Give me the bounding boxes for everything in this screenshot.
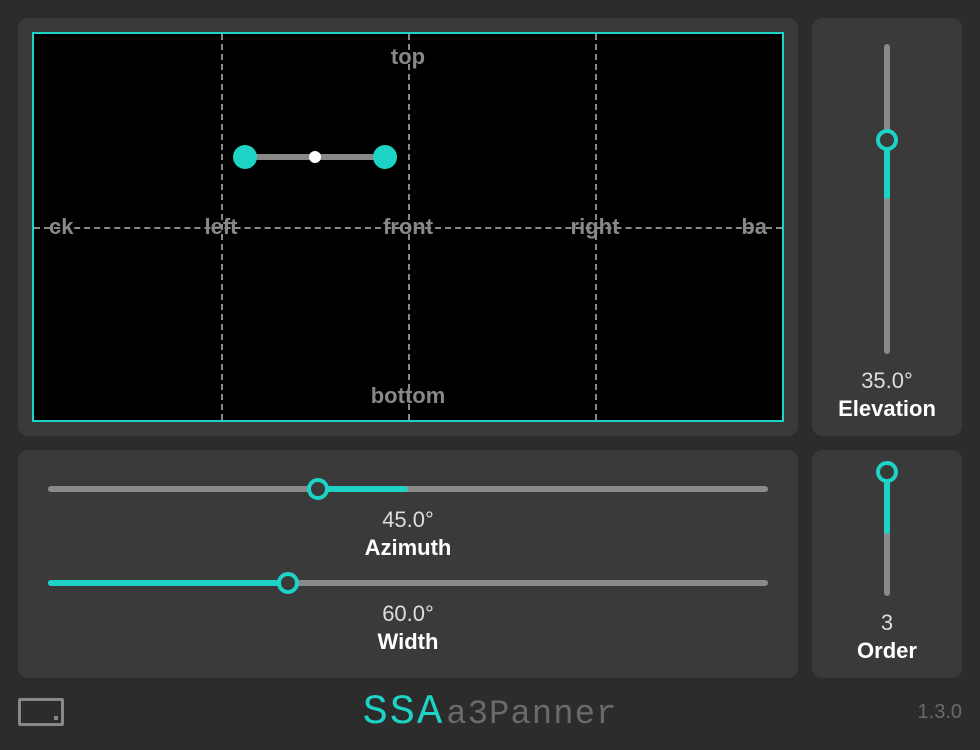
- slider-thumb[interactable]: [876, 129, 898, 151]
- axis-label: right: [571, 214, 620, 240]
- axis-label: left: [205, 214, 238, 240]
- slider-fill: [318, 486, 408, 492]
- brand-prefix: SSA: [363, 688, 445, 736]
- width-label: Width: [378, 629, 439, 655]
- version-label: 1.3.0: [918, 701, 962, 724]
- order-label: Order: [857, 638, 917, 664]
- stereo-source[interactable]: [245, 145, 385, 169]
- slider-thumb[interactable]: [307, 478, 329, 500]
- axis-label: ba: [741, 214, 767, 240]
- order-slider[interactable]: [822, 464, 952, 605]
- slider-track: [884, 44, 890, 354]
- slider-fill: [48, 580, 288, 586]
- slider-thumb[interactable]: [876, 461, 898, 483]
- brand: SSA a3Panner: [363, 688, 618, 736]
- order-panel: 3 Order: [812, 450, 962, 679]
- elevation-slider[interactable]: [822, 36, 952, 362]
- resize-icon[interactable]: [18, 698, 64, 726]
- slider-thumb[interactable]: [277, 572, 299, 594]
- azimuth-slider[interactable]: [48, 477, 768, 501]
- brand-product: a3Panner: [446, 696, 617, 734]
- slider-track: [48, 486, 768, 492]
- source-center-dot[interactable]: [309, 151, 321, 163]
- axis-label: top: [391, 44, 425, 70]
- axis-label: front: [383, 214, 433, 240]
- order-value: 3: [881, 610, 893, 636]
- elevation-panel: 35.0° Elevation: [812, 18, 962, 436]
- azimuth-label: Azimuth: [365, 535, 452, 561]
- source-right-dot[interactable]: [373, 145, 397, 169]
- panner-canvas[interactable]: top bottom ck left front right ba: [32, 32, 784, 422]
- width-value: 60.0°: [382, 601, 434, 627]
- elevation-label: Elevation: [838, 396, 936, 422]
- width-slider[interactable]: [48, 571, 768, 595]
- elevation-value: 35.0°: [861, 368, 913, 394]
- axis-label: ck: [49, 214, 73, 240]
- source-left-dot[interactable]: [233, 145, 257, 169]
- footer: SSA a3Panner 1.3.0: [18, 692, 962, 732]
- azimuth-value: 45.0°: [382, 507, 434, 533]
- axis-label: bottom: [371, 383, 446, 409]
- panner-panel: top bottom ck left front right ba: [18, 18, 798, 436]
- azimuth-width-panel: 45.0° Azimuth 60.0° Width: [18, 450, 798, 679]
